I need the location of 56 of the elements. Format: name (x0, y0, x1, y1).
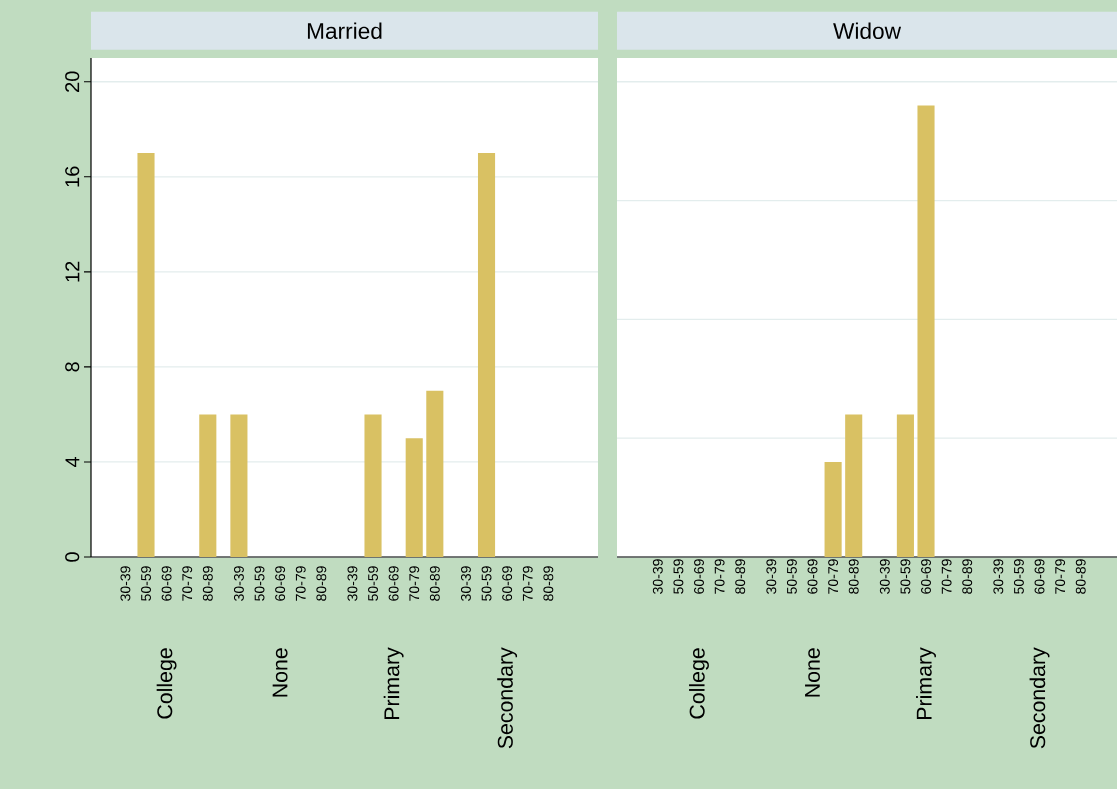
y-tick-label: 12 (65, 261, 80, 282)
x-tick-label: 60-69 (921, 559, 931, 594)
x-tick-label: 30-39 (879, 559, 890, 594)
x-tick-label: 30-39 (120, 566, 131, 601)
x-tick-label: 70-79 (714, 559, 725, 594)
x-tick-label: 80-89 (1075, 559, 1086, 594)
y-tick-label: 4 (65, 456, 80, 468)
x-tick-label: 50-59 (368, 566, 378, 601)
y-tick-label: 0 (65, 552, 80, 562)
x-tick-label: 60-69 (388, 566, 399, 601)
x-tick-label: 30-39 (347, 566, 358, 601)
x-tick-label: 70-79 (409, 566, 420, 601)
chart-title: Widow (833, 22, 902, 40)
text: College (156, 648, 177, 719)
x-tick-label: 70-79 (522, 566, 533, 601)
x-tick-label: 50-59 (786, 559, 797, 594)
text: College (689, 648, 709, 719)
x-tick-label: 30-39 (766, 559, 777, 594)
text: Secondary (497, 647, 518, 749)
x-tick-label: 80-89 (962, 559, 973, 594)
x-tick-label: 50-59 (254, 566, 265, 601)
x-tick-label: 30-39 (233, 566, 244, 601)
x-tick-label: 50-59 (141, 566, 151, 601)
text: Secondary (1029, 647, 1050, 749)
x-tick-label: 50-59 (1013, 559, 1024, 594)
x-tick-label: 30-39 (652, 559, 663, 594)
x-tick-label: 60-69 (807, 559, 818, 594)
chart-title: Married (307, 22, 382, 40)
x-tick-label: 30-39 (460, 566, 471, 601)
x-tick-label: 70-79 (1055, 559, 1066, 594)
x-tick-label: 80-89 (543, 566, 554, 601)
x-tick-label: 60-69 (275, 566, 286, 601)
y-tick-label: 16 (65, 166, 80, 187)
x-tick-label: 70-79 (941, 559, 952, 594)
y-tick-label: 20 (65, 71, 80, 92)
x-tick-label: 60-69 (1034, 559, 1045, 594)
x-tick-label: 60-69 (161, 566, 172, 601)
x-tick-label: 80-89 (735, 559, 746, 594)
y-tick-label: 8 (65, 362, 80, 372)
x-tick-label: 80-89 (848, 559, 859, 594)
x-tick-label: 70-79 (182, 566, 193, 601)
x-tick-label: 80-89 (202, 566, 213, 601)
x-tick-label: 50-59 (673, 559, 684, 594)
x-tick-label: 80-89 (429, 566, 440, 601)
x-tick-label: 70-79 (295, 566, 306, 601)
text: Primary (383, 647, 404, 719)
x-tick-label: 60-69 (502, 566, 513, 601)
x-tick-label: 50-59 (481, 566, 492, 601)
x-tick-label: 70-79 (828, 559, 839, 594)
x-tick-label: 50-59 (900, 559, 911, 594)
text: None (272, 648, 288, 697)
text: None (805, 648, 820, 697)
x-tick-label: 30-39 (993, 559, 1004, 594)
x-tick-label: 60-69 (694, 559, 704, 594)
text: Primary (916, 647, 936, 719)
x-tick-label: 80-89 (316, 566, 327, 601)
